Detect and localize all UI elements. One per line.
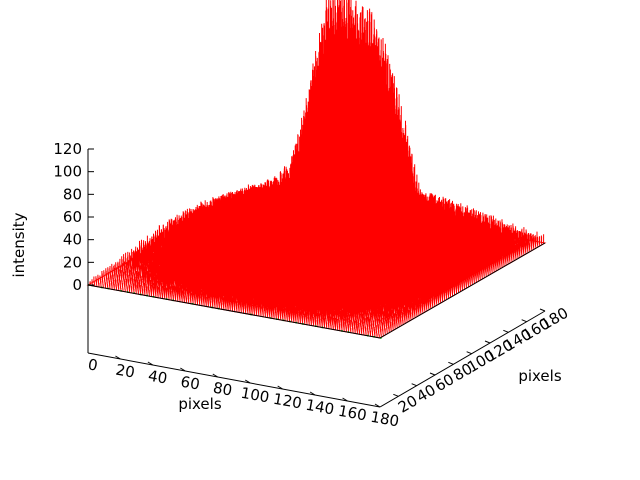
y-tick-mark — [503, 329, 509, 333]
z-tick-label: 20 — [63, 253, 82, 271]
x-axis-baseline — [87, 284, 381, 339]
y-tick-mark — [411, 383, 417, 387]
x-axis-ticks: 0 20 40 60 80 100 120 140 160 180 — [87, 355, 401, 430]
x-axis-line — [87, 352, 381, 408]
z-axis-title: intensity — [10, 212, 28, 277]
z-tick-label: 80 — [63, 185, 82, 203]
y-axis-title: pixels — [518, 367, 562, 385]
z-axis-ticks: 0 20 40 60 80 100 120 — [53, 140, 94, 294]
y-tick-mark — [448, 361, 454, 365]
y-tick-mark — [484, 340, 491, 344]
x-tick-label: 60 — [179, 373, 201, 394]
y-tick-mark — [466, 351, 472, 355]
z-tick-label: 100 — [53, 163, 82, 181]
y-tick-mark — [429, 372, 436, 376]
x-tick-mark — [147, 361, 154, 366]
y-axis-line — [379, 310, 546, 408]
x-tick-label: 20 — [114, 361, 136, 382]
z-tick-label: 60 — [63, 208, 82, 226]
x-tick-label: 100 — [239, 384, 270, 407]
z-tick-label: 40 — [63, 231, 82, 249]
y-tick-mark — [521, 319, 527, 323]
x-tick-mark — [342, 397, 348, 402]
x-tick-label: 120 — [272, 390, 303, 413]
axis-lines — [87, 149, 546, 408]
y-axis-baseline — [379, 242, 546, 339]
y-tick-mark — [539, 308, 546, 312]
x-axis-title: pixels — [178, 395, 222, 413]
x-tick-mark — [115, 355, 121, 360]
x-tick-label: 180 — [369, 408, 400, 431]
x-tick-mark — [180, 367, 186, 372]
x-tick-label: 0 — [87, 355, 100, 374]
x-tick-mark — [277, 385, 283, 390]
x-tick-mark — [309, 391, 316, 396]
x-tick-mark — [212, 373, 219, 378]
x-tick-label: 140 — [304, 396, 335, 419]
x-tick-label: 40 — [147, 367, 169, 388]
z-tick-label: 120 — [53, 140, 82, 158]
x-tick-mark — [244, 379, 251, 384]
x-tick-label: 80 — [212, 379, 234, 400]
x-tick-mark — [374, 403, 381, 408]
y-tick-mark — [393, 393, 399, 397]
z-tick-label: 0 — [72, 276, 82, 294]
x-tick-label: 160 — [337, 402, 368, 425]
